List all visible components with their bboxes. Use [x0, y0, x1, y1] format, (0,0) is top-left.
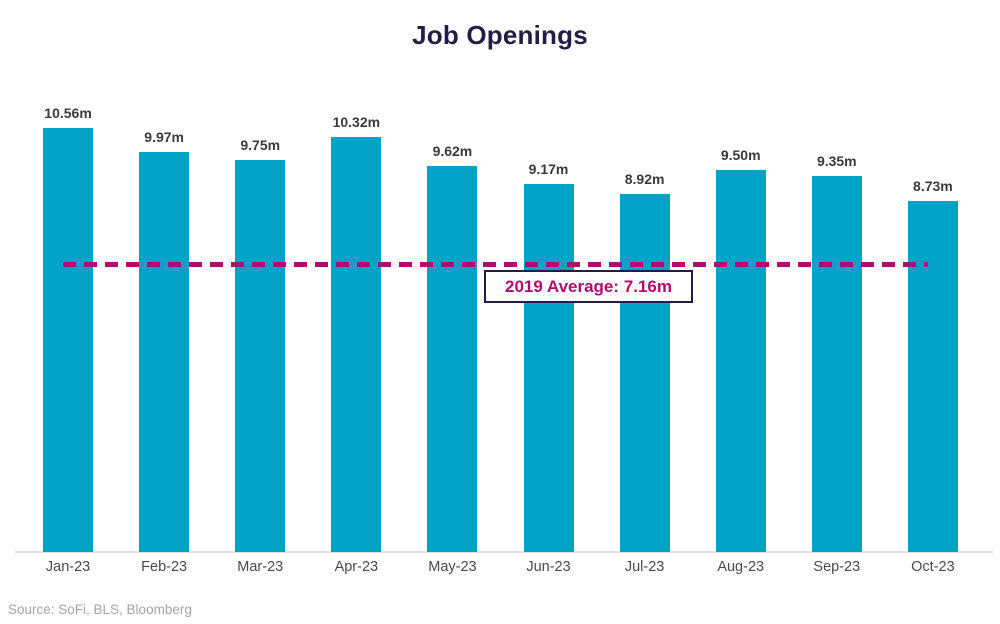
bar: [43, 127, 94, 552]
bar-value-label: 9.97m: [144, 128, 184, 145]
x-axis-label: Sep-23: [813, 559, 861, 575]
average-annotation-label: 2019 Average: 7.16m: [505, 276, 672, 296]
x-axis-label: Feb-23: [141, 559, 188, 575]
bar-value-label: 9.62m: [432, 142, 473, 159]
x-axis-label: Mar-23: [237, 559, 284, 575]
bar-value-label: 9.75m: [240, 137, 281, 154]
x-axis-label: Apr-23: [334, 559, 379, 575]
x-axis-labels: Jan-23 Feb-23 Mar-23 Apr-23 May-23 Jun-23 Jul-…: [20, 559, 981, 575]
chart-title: Job Openings: [412, 20, 588, 50]
bar-value-label: 10.32m: [332, 114, 381, 131]
x-axis-label: May-23: [428, 559, 477, 575]
bar: [427, 165, 478, 552]
bar-value-label: 9.35m: [816, 153, 857, 170]
bar-value-label: 8.73m: [913, 178, 953, 195]
bar-column-aug-23: 9.50m: [693, 90, 789, 552]
bar-column-feb-23: 9.97m: [116, 90, 212, 552]
bar-column-mar-23: 9.75m: [212, 90, 308, 552]
bar: [331, 137, 382, 552]
bar: [907, 201, 958, 552]
bar-column-oct-23: 8.73m: [885, 90, 981, 552]
bar: [619, 193, 670, 552]
average-annotation-box: 2019 Average: 7.16m: [484, 270, 693, 303]
bar-column-jan-23: 10.56m: [20, 90, 116, 552]
bar-value-label: 9.17m: [528, 160, 569, 177]
bar-value-label: 9.50m: [720, 147, 761, 164]
bar-column-may-23: 9.62m: [404, 90, 500, 552]
bar-column-jun-23: 9.17m: [500, 90, 596, 552]
bar-column-jul-23: 8.92m: [597, 90, 693, 552]
bar: [811, 176, 862, 552]
bar: [235, 160, 286, 552]
x-axis-label: Jan-23: [45, 559, 91, 575]
bar-value-label: 10.56m: [44, 104, 92, 121]
bar: [139, 151, 190, 552]
x-axis-label: Jul-23: [624, 559, 665, 575]
average-reference-line: [63, 262, 928, 267]
bar-value-label: 8.92m: [624, 170, 665, 187]
source-note: Source: SoFi, BLS, Bloomberg: [8, 602, 192, 617]
x-axis-baseline: [15, 551, 993, 553]
bar: [523, 183, 574, 552]
x-axis-label: Oct-23: [911, 559, 955, 575]
bar-column-sep-23: 9.35m: [789, 90, 885, 552]
bar: [715, 170, 766, 552]
x-axis-label: Jun-23: [526, 559, 571, 575]
bars-plot-area: 10.56m 9.97m 9.75m 10.32m 9.62m 9.17m 8.92m 9.5…: [20, 90, 981, 552]
x-axis-label: Aug-23: [717, 559, 765, 575]
bar-column-apr-23: 10.32m: [308, 90, 404, 552]
